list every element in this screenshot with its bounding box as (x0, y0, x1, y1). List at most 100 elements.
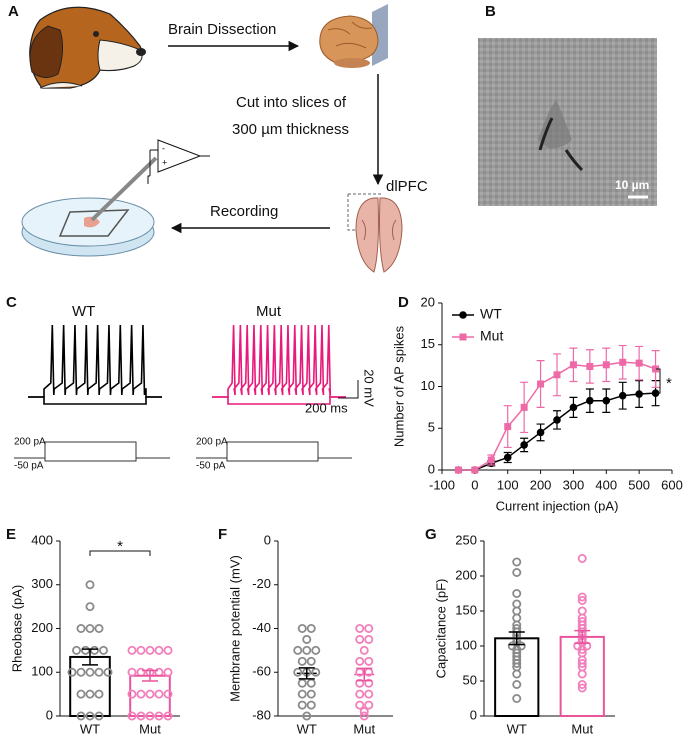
data-point (103, 667, 113, 677)
y-axis-label: Membrane potential (mV) (227, 555, 242, 702)
y-tick-label: 150 (455, 602, 477, 617)
marker (569, 361, 577, 369)
data-point (136, 711, 146, 721)
data-point (364, 656, 374, 666)
panel-label: D (398, 294, 409, 311)
data-point (306, 624, 316, 634)
data-point (127, 667, 137, 677)
marker (619, 358, 627, 366)
y-tick-label: 100 (31, 664, 53, 679)
significance-bracket (656, 368, 661, 394)
panel-label: E (6, 526, 16, 543)
y-tick-label: 0 (428, 461, 435, 476)
data-point (355, 689, 365, 699)
slice-illustration (347, 193, 403, 273)
marker (618, 391, 627, 400)
x-tick-label: Mut (571, 721, 593, 734)
legend-label: Mut (480, 328, 503, 344)
marker (471, 466, 479, 474)
x-tick-label: WT (80, 721, 100, 734)
marker (586, 396, 594, 405)
data-point (154, 711, 164, 721)
marker (553, 416, 561, 424)
scale-bar (338, 380, 359, 399)
protocol-label: 200 pA (196, 437, 228, 448)
data-point (163, 711, 173, 721)
data-point (67, 667, 77, 677)
data-point (297, 656, 307, 666)
y-tick-label: 100 (455, 637, 477, 652)
x-tick-label: 0 (471, 477, 478, 492)
x-tick-label: -100 (429, 477, 455, 492)
marker (454, 466, 462, 474)
data-point (127, 645, 137, 655)
data-point (302, 645, 312, 655)
data-point (163, 667, 173, 677)
y-tick-label: 250 (455, 532, 477, 547)
data-point (359, 711, 369, 721)
marker (652, 365, 660, 373)
marker (503, 453, 512, 462)
data-point (99, 645, 109, 655)
data-point (359, 645, 369, 655)
significance: * (117, 538, 123, 555)
data-point (512, 557, 522, 567)
data-point (145, 645, 155, 655)
symbol: - (162, 143, 165, 153)
data-point (577, 680, 587, 690)
y-tick-label: 200 (455, 567, 477, 582)
data-point (577, 659, 587, 669)
data-point (297, 678, 307, 688)
data-point (85, 624, 95, 634)
y-axis-label: Rheobase (pA) (9, 585, 24, 672)
data-point (355, 678, 365, 688)
data-point (311, 667, 321, 677)
x-tick-label: 200 (530, 477, 552, 492)
step-label: Recording (210, 203, 278, 220)
data-point (577, 596, 587, 606)
data-point (293, 645, 303, 655)
significance: * (666, 375, 672, 392)
protocol (14, 441, 352, 462)
protocol-label: -50 pA (196, 461, 226, 472)
data-point (163, 645, 173, 655)
step-label: Brain Dissection (168, 21, 276, 38)
trace (28, 396, 162, 405)
y-tick-label: 10 (421, 378, 435, 393)
step-label: 300 µm thickness (232, 121, 349, 138)
legend-marker (459, 311, 467, 319)
significance-bracket (89, 550, 151, 556)
marker (651, 389, 660, 397)
panel-label: G (425, 526, 437, 543)
data-point (577, 554, 587, 564)
data-point (85, 580, 95, 590)
panel-label: A (8, 3, 19, 20)
scale-label: 20 mV (362, 369, 377, 407)
data-point (127, 711, 137, 721)
bar (69, 655, 111, 717)
x-tick-label: 600 (661, 477, 683, 492)
x-tick-label: Mut (353, 721, 375, 734)
data-point (145, 711, 155, 721)
data-point (306, 656, 316, 666)
brain-illustration (319, 4, 388, 68)
data-point (76, 689, 86, 699)
y-tick-label: 5 (428, 420, 435, 435)
error-bar (78, 648, 102, 666)
marker (536, 428, 545, 437)
data-point (85, 711, 95, 721)
marker (586, 362, 594, 370)
marker (602, 361, 610, 369)
data-point (512, 669, 522, 679)
marker (487, 456, 495, 464)
y-tick-label: 200 (31, 620, 53, 635)
y-tick-label: -60 (252, 664, 271, 679)
panel-label: B (485, 3, 496, 20)
micrograph: 10 µm (478, 38, 657, 206)
data-point (127, 689, 137, 699)
data-point (306, 689, 316, 699)
data-point (94, 711, 104, 721)
y-axis-label: Number of AP spikes (391, 325, 406, 447)
data-point (577, 645, 587, 655)
scale-label: 200 ms (305, 400, 348, 415)
